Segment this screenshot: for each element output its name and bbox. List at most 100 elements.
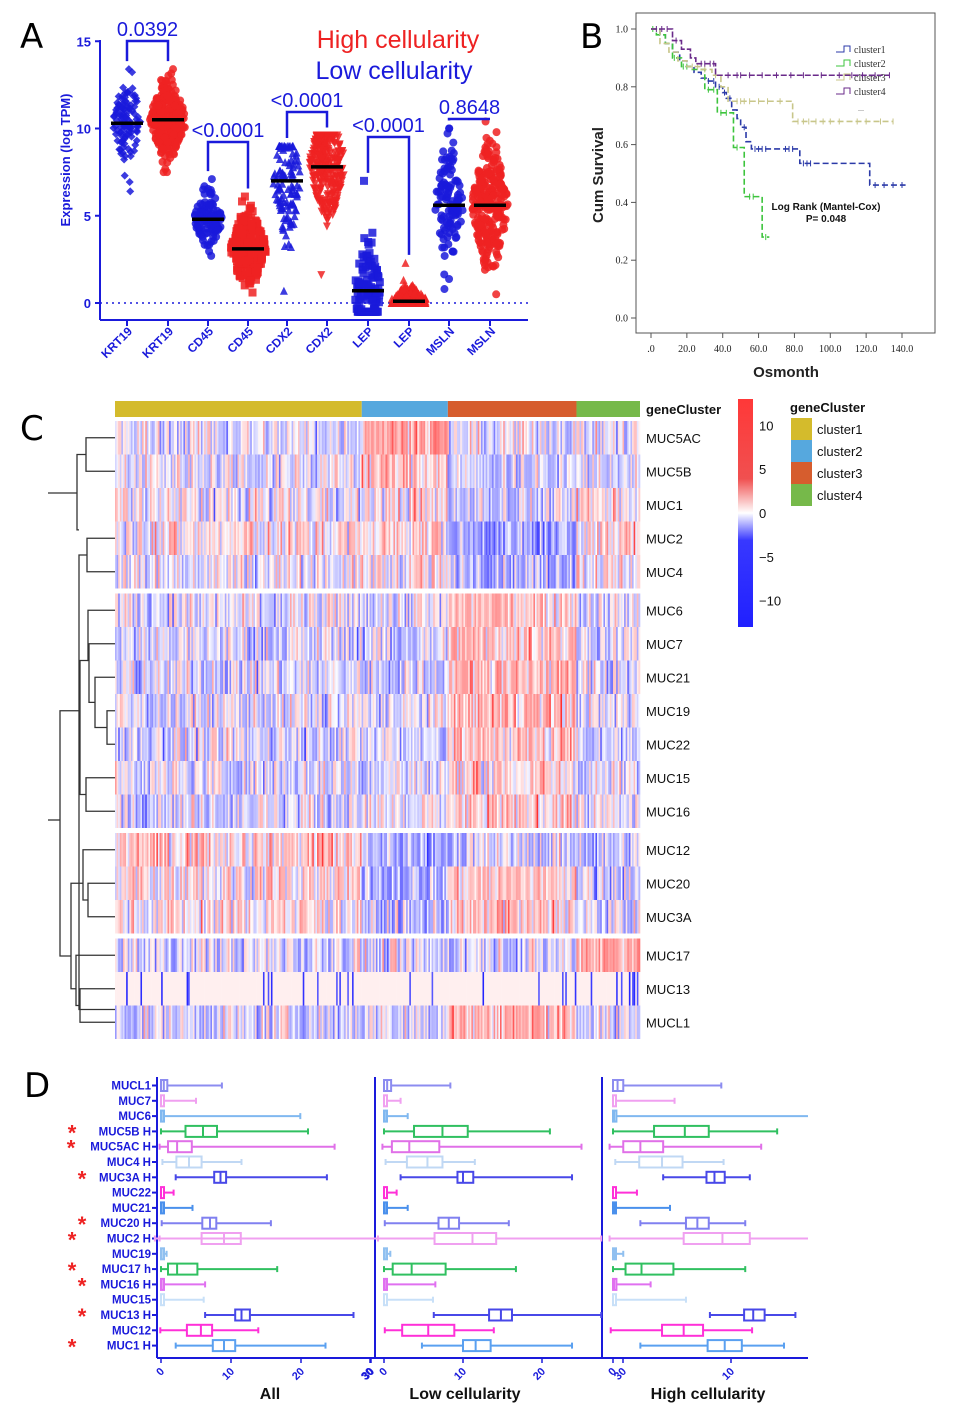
a-data-point [431,205,440,214]
a-data-point [294,161,303,170]
a-data-point [476,239,485,248]
a-p-value-label: <0.0001 [271,90,344,112]
panel-b-survival-chart: Osmonth Cum Survival Log Rank (Mantel-Co… [590,12,936,381]
a-data-point [321,171,330,180]
a-y-tick-label: 15 [77,34,91,49]
a-data-point [498,213,507,222]
b-x-tick-label: 80.0 [786,344,804,355]
a-data-point [336,181,345,190]
b-y-tick-label: 0.8 [616,82,629,93]
a-data-point [440,251,449,260]
a-data-point [281,158,290,167]
a-data-point [326,192,335,201]
a-data-point [203,228,212,237]
a-data-point [275,154,284,163]
a-data-point [334,133,343,142]
a-data-point [124,87,133,96]
b-legend-swatch-cluster1 [836,45,851,53]
b-legend-more: ... [858,104,864,113]
a-data-point [335,168,344,177]
a-data-point [292,206,301,215]
a-data-point [253,249,262,258]
b-x-tick-label: 20.0 [678,344,696,355]
b-y-tick-label: 1.0 [616,25,629,36]
a-data-point [167,75,176,84]
a-data-point [358,265,367,274]
a-data-point [238,234,247,243]
a-data-point [278,171,287,180]
b-x-tick-label: 100.0 [819,344,842,355]
a-x-tick-label: LEP [391,324,417,350]
a-data-point [478,174,487,183]
a-data-point [294,156,303,165]
a-p-value-label: 0.8648 [439,97,500,119]
a-data-point [248,288,257,297]
a-data-point [474,205,483,214]
a-data-point [287,189,296,198]
a-data-point [368,273,377,282]
a-data-point [492,239,501,248]
a-data-point [322,222,331,231]
a-significance-bracket [366,135,411,255]
a-data-point [480,265,489,274]
c-annotation-label: geneCluster [646,402,721,417]
a-data-point [321,198,330,207]
a-data-point [484,147,493,156]
a-data-point [245,204,254,213]
a-data-point [449,138,458,147]
b-x-tick-label: 120.0 [855,344,878,355]
a-data-point [489,223,498,232]
c-row-label: MUC6 [646,603,683,618]
a-data-point [355,296,364,305]
a-data-point [234,257,243,266]
a-x-tick-label: MSLN [464,324,498,358]
a-data-point [128,68,137,77]
a-data-point [269,179,278,188]
a-data-point [213,226,222,235]
a-data-point [310,144,319,153]
a-data-point [163,91,172,100]
a-data-point [328,136,337,145]
panel-label-b: B [580,17,603,57]
a-data-point [327,179,336,188]
a-data-point [246,276,255,285]
a-data-point [243,238,252,247]
a-data-point [478,152,487,161]
a-data-point [452,233,461,242]
a-data-point [333,158,342,167]
a-data-point [280,197,289,206]
a-data-point [498,225,507,234]
b-x-tick-label: .0 [647,344,655,355]
a-data-point [253,263,262,272]
a-data-point [375,278,384,287]
a-data-point [169,130,178,139]
a-data-point [257,253,266,262]
a-data-point [150,120,159,129]
a-data-point [126,187,135,196]
a-data-point [251,275,260,284]
a-x-tick-label: KRT19 [139,324,176,361]
a-data-point [496,172,505,181]
a-data-point [167,69,176,78]
a-data-point [455,181,464,190]
a-data-point [481,256,490,265]
a-data-point [278,222,287,231]
a-data-point [482,164,491,173]
a-data-point [247,250,256,259]
c-heatmap-cell [638,660,641,694]
a-data-point [317,131,326,140]
a-data-point [443,129,452,138]
a-x-tick-label: MSLN [423,324,457,358]
a-data-point [159,145,168,154]
a-data-point [239,222,248,231]
b-legend-label-cluster4: cluster4 [854,87,886,98]
a-data-point [132,136,141,145]
a-data-point [125,178,134,187]
panel-c-heatmap: geneCluster geneCluster MUC5ACMUC5BMUC1M… [48,399,865,1039]
a-data-point [197,230,206,239]
a-data-point [456,217,465,226]
a-data-point [118,101,127,110]
a-data-point [270,169,279,178]
a-data-point [331,202,340,211]
